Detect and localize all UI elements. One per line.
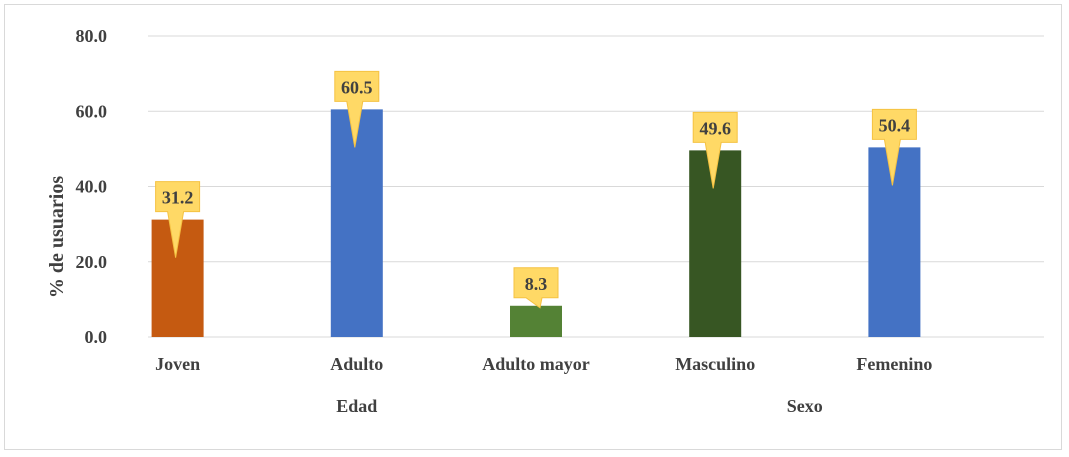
y-tick-label: 20.0 [76,252,108,272]
x-group-label: Sexo [787,396,823,416]
data-label: 31.2 [162,188,194,208]
x-category-label: Adulto [330,354,383,374]
data-label-callouts: 31.2 60.5 8.3 49.6 50.4 [156,71,917,307]
bar-adulto [331,109,383,337]
data-label: 49.6 [699,118,731,138]
x-category-label: Adulto mayor [482,354,590,374]
y-axis-tick-labels: 0.0 20.0 40.0 60.0 80.0 [76,26,108,347]
y-tick-label: 40.0 [76,177,108,197]
x-axis-category-labels: Joven Adulto Adulto mayor Masculino Femenino [155,354,932,374]
x-axis-group-labels: Edad Sexo [336,396,823,416]
y-tick-label: 60.0 [76,101,108,121]
y-tick-label: 0.0 [85,327,108,347]
x-category-label: Masculino [675,354,755,374]
y-axis-title: % de usuarios [46,176,68,298]
x-category-label: Joven [155,354,200,374]
y-tick-label: 80.0 [76,26,108,46]
x-group-label: Edad [336,396,377,416]
data-label: 50.4 [879,115,911,135]
x-category-label: Femenino [856,354,932,374]
data-label: 60.5 [341,77,373,97]
bar-adulto-mayor [510,306,562,337]
data-label-callout: 8.3 [514,268,558,308]
data-label: 8.3 [525,274,548,294]
